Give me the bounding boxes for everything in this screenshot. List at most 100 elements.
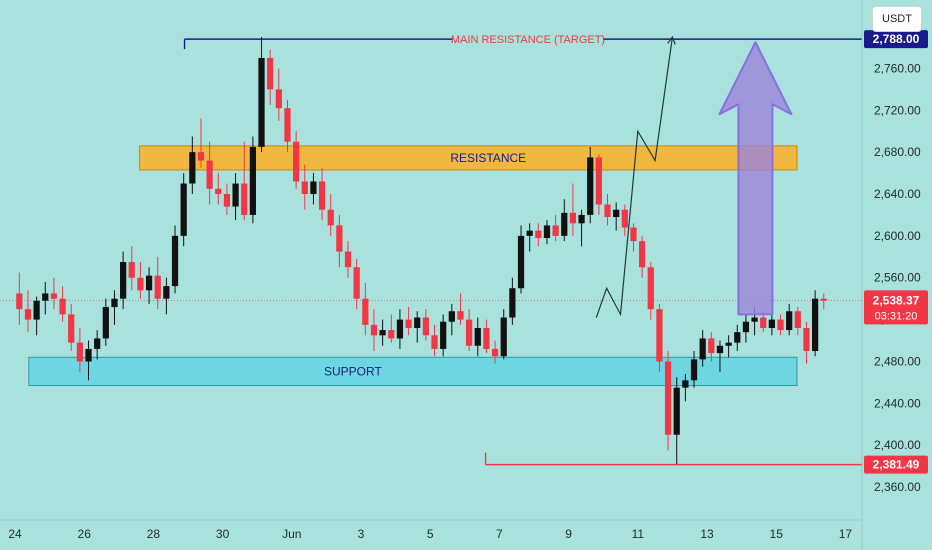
y-tick-label: 2,760.00 (874, 61, 921, 75)
x-tick-label: 9 (565, 527, 572, 541)
x-tick-label: 26 (78, 527, 92, 541)
candle-bull (180, 183, 187, 236)
candle-bear (76, 342, 83, 362)
candle-bull (543, 225, 551, 238)
candle-bear (215, 188, 222, 195)
candle-bear (336, 225, 343, 252)
candle-bear (820, 298, 827, 301)
candle-bear (137, 277, 144, 291)
candle-bull (85, 348, 92, 362)
x-tick-label: 11 (632, 527, 645, 541)
candle-bear (197, 152, 205, 161)
y-tick-label: 2,720.00 (874, 103, 921, 117)
x-tick-label: 24 (8, 527, 22, 541)
candle-bear (639, 241, 646, 268)
candle-bear (794, 311, 801, 328)
candle-bear (68, 314, 75, 343)
y-tick-label: 2,600.00 (874, 229, 921, 243)
candle-bear (552, 225, 559, 236)
candle-bear (777, 319, 784, 331)
candle-bear (647, 267, 654, 310)
y-tick-label: 2,360.00 (874, 480, 921, 494)
candle-bull (500, 317, 507, 357)
candle-bull (414, 317, 421, 328)
candle-bull (742, 321, 750, 333)
candle-bear (24, 309, 32, 320)
countdown-badge: 03:31:20 (875, 310, 918, 322)
candle-bear (362, 298, 369, 325)
candle-bear (154, 275, 161, 299)
main-resistance-label: MAIN RESISTANCE (TARGET) (451, 34, 605, 46)
candle-bull (249, 146, 256, 215)
candle-bear (241, 183, 248, 215)
candle-bull (232, 183, 239, 207)
zone-label-resistance: RESISTANCE (450, 151, 526, 165)
candle-bear (344, 251, 352, 268)
candle-bear (275, 89, 282, 109)
candle-bear (621, 209, 628, 228)
candle-bull (448, 311, 455, 322)
candle-bear (327, 209, 334, 226)
x-tick-label: 3 (358, 527, 365, 541)
candle-bull (751, 317, 758, 322)
x-tick-label: 5 (427, 527, 434, 541)
candle-bull (725, 342, 732, 346)
candle-bull (42, 293, 49, 301)
candle-bear (267, 57, 274, 90)
candle-bear (760, 317, 767, 328)
candle-bear (483, 327, 490, 349)
low-price-badge: 2,381.49 (873, 458, 920, 472)
candle-bear (301, 181, 308, 195)
candle-bull (812, 298, 819, 352)
target-price-badge: 2,788.00 (873, 32, 920, 46)
candle-bull (509, 288, 516, 318)
candle-bear (50, 293, 58, 299)
candle-bull (517, 235, 525, 289)
candle-bull (111, 298, 118, 308)
candle-bull (396, 319, 404, 339)
zone-label-support: SUPPORT (324, 364, 382, 378)
candle-bear (353, 267, 360, 299)
candle-bull (587, 157, 594, 215)
candle-bull (189, 152, 196, 184)
low-price-badge-bg (864, 455, 928, 474)
candle-bull (163, 286, 170, 299)
y-tick-label: 2,640.00 (874, 187, 921, 201)
candle-bull (699, 338, 706, 360)
candle-bear (630, 227, 637, 242)
candle-bear (803, 327, 810, 352)
candle-bull (145, 275, 153, 291)
x-tick-label: 28 (147, 527, 161, 541)
y-tick-label: 2,680.00 (874, 145, 921, 159)
bullish-arrow (718, 41, 793, 316)
candle-bull (310, 181, 317, 195)
candle-bear (59, 298, 66, 315)
projection-arrowhead (667, 35, 676, 45)
y-tick-label: 2,400.00 (874, 438, 921, 452)
candle-bull (120, 262, 127, 299)
candle-bull (33, 300, 40, 320)
x-tick-label: Jun (282, 527, 301, 541)
candle-bull (474, 327, 481, 346)
candle-bear (664, 361, 672, 435)
candle-bear (466, 319, 473, 346)
candle-bear (535, 230, 542, 238)
candle-bear (604, 204, 611, 218)
zone-support (28, 356, 798, 387)
candle-bear (457, 311, 464, 320)
x-tick-label: 15 (770, 527, 784, 541)
x-tick-label: 17 (839, 527, 853, 541)
candle-bear (569, 212, 577, 224)
current-price-badge: 2,538.37 (873, 293, 920, 307)
y-tick-label: 2,560.00 (874, 271, 921, 285)
y-tick-label: 2,480.00 (874, 354, 921, 368)
candle-bull (768, 319, 775, 328)
candle-bull (526, 230, 533, 236)
candle-bull (786, 311, 793, 331)
main-resistance-label-bg (453, 31, 603, 48)
candle-bull (94, 338, 101, 349)
candle-bull (258, 57, 265, 147)
candle-bear (656, 309, 663, 362)
currency-button[interactable]: USDT (872, 6, 922, 32)
